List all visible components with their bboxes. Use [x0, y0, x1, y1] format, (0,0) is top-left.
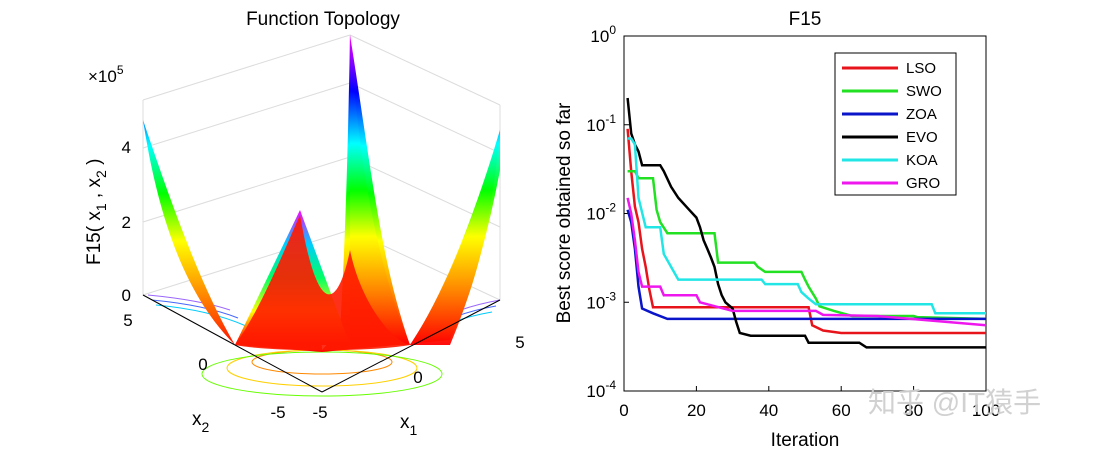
y-tick-label: 100: [590, 23, 616, 46]
x-tick-neg5: -5: [312, 403, 327, 422]
legend-label-koa: KOA: [906, 152, 938, 169]
x-tick-label: 40: [759, 401, 778, 420]
y-tick-label: 10-1: [586, 112, 616, 135]
z-exponent-label: ×105: [88, 63, 124, 86]
series-line-evo: [626, 97, 986, 349]
legend-label-evo: EVO: [906, 129, 938, 146]
surface-right-wing: [350, 35, 500, 345]
x-tick-label: 20: [687, 401, 706, 420]
y-tick-label: 10-4: [586, 378, 616, 401]
y-tick-0: 0: [198, 355, 207, 374]
x-tick-label: 100: [972, 401, 1000, 420]
watermark: 知乎 @IT猿手: [868, 387, 1041, 418]
surface-x-ticks: -5 0 5: [312, 333, 524, 422]
surface-title: Function Topology: [246, 9, 400, 30]
x-tick-label: 80: [904, 401, 923, 420]
legend-label-gro: GRO: [906, 175, 940, 192]
legend-box: [834, 52, 957, 196]
legend: LSO SWO ZOA EVO KOA GRO: [834, 52, 957, 196]
surface-plot: Function Topology: [84, 9, 525, 438]
curve-title: F15: [789, 9, 822, 30]
x-tick-label: 0: [619, 401, 628, 420]
surface-z-ticks: 0 2 4: [122, 138, 131, 305]
z-tick-2: 2: [122, 213, 131, 232]
convergence-plot: F15 100 10-1 10-2 10-3 10-4 0 20 40 60 80 100 Ite…: [554, 9, 1000, 451]
y-axis-ticks: 100 10-1 10-2 10-3 10-4: [586, 23, 629, 401]
legend-label-swo: SWO: [906, 83, 942, 100]
legend-label-zoa: ZOA: [906, 106, 937, 123]
z-tick-4: 4: [122, 138, 131, 157]
surface-y-ticks: 5 0 -5: [123, 311, 285, 422]
x-axis-ticks: 0 20 40 60 80 100: [619, 386, 1000, 420]
x-tick-0: 0: [413, 368, 422, 387]
surface-grid: [142, 34, 501, 301]
y-tick-label: 10-2: [586, 201, 616, 224]
curve-ylabel: Best score obtained so far: [554, 102, 575, 323]
z-tick-0: 0: [122, 286, 131, 305]
x-tick-label: 60: [832, 401, 851, 420]
surface-front-basin: [235, 215, 410, 351]
surface-ylabel: x2: [192, 409, 210, 435]
legend-label-lso: LSO: [906, 60, 936, 77]
series-line-swo: [627, 169, 986, 321]
surface-xlabel: x1: [400, 412, 418, 438]
y-tick-5: 5: [123, 311, 132, 330]
series-line-lso: [626, 128, 986, 335]
series-lines: [626, 97, 986, 349]
curve-xlabel: Iteration: [771, 430, 840, 451]
y-tick-label: 10-3: [586, 289, 616, 312]
x-tick-5: 5: [515, 333, 524, 352]
surface-zlabel: F15( x1 , x2 ): [84, 159, 109, 265]
surface-box-edges: [142, 294, 501, 393]
y-tick-neg5: -5: [270, 403, 285, 422]
series-line-koa: [627, 137, 986, 315]
series-line-gro: [626, 197, 986, 327]
